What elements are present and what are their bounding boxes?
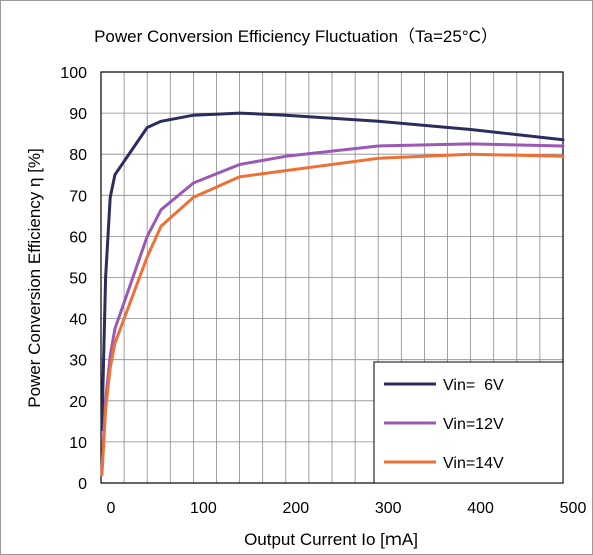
y-tick-label: 100 bbox=[60, 65, 87, 82]
y-tick-label: 50 bbox=[69, 271, 87, 288]
x-axis-label: Output Current Io [ｍA] bbox=[244, 530, 418, 549]
legend-label: Vin=14V bbox=[443, 455, 504, 472]
y-tick-labels: 0 10 20 30 40 50 60 70 80 90 100 bbox=[60, 65, 87, 493]
grid bbox=[100, 71, 564, 484]
x-tick-labels: 0 100 200 300 400 500 bbox=[107, 500, 587, 517]
x-tick-label: 400 bbox=[467, 500, 494, 517]
y-tick-label: 40 bbox=[69, 312, 87, 329]
y-tick-label: 80 bbox=[69, 147, 87, 164]
x-tick-label: 200 bbox=[282, 500, 309, 517]
y-tick-label: 0 bbox=[78, 476, 87, 493]
legend-label: Vin= 6V bbox=[443, 377, 504, 394]
legend-label: Vin=12V bbox=[443, 416, 504, 433]
y-tick-label: 70 bbox=[69, 188, 87, 205]
y-axis-label: Power Conversion Efficiency η [%] bbox=[25, 148, 44, 408]
chart-title: Power Conversion Efficiency Fluctuation（… bbox=[94, 27, 498, 46]
series-line-3 bbox=[100, 152, 565, 477]
series-lines bbox=[100, 111, 565, 477]
series-line-1 bbox=[100, 111, 565, 432]
y-tick-label: 90 bbox=[69, 106, 87, 123]
x-tick-label: 300 bbox=[375, 500, 402, 517]
plot-border bbox=[100, 71, 564, 484]
y-tick-label: 10 bbox=[69, 435, 87, 452]
axes bbox=[100, 71, 564, 484]
y-tick-label: 20 bbox=[69, 394, 87, 411]
x-tick-label: 100 bbox=[190, 500, 217, 517]
legend: Vin= 6V Vin=12V Vin=14V bbox=[373, 361, 564, 484]
y-tick-label: 30 bbox=[69, 353, 87, 370]
x-tick-label: 500 bbox=[560, 500, 587, 517]
x-tick-label: 0 bbox=[107, 500, 116, 517]
y-tick-label: 60 bbox=[69, 229, 87, 246]
